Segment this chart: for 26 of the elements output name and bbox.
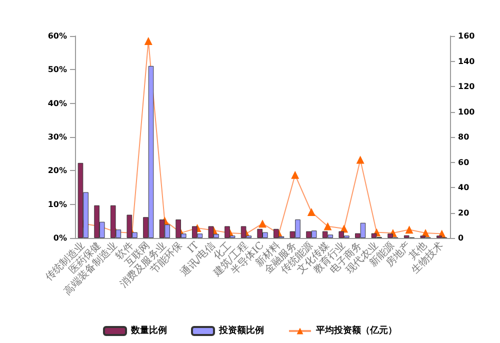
point [324, 222, 332, 230]
y2-tick-label: 20 [458, 208, 470, 218]
point [291, 170, 300, 179]
y2-tick-label: 0 [458, 234, 464, 242]
y-tick-label: 20% [48, 166, 67, 176]
y2-tick-label: 140 [458, 56, 476, 66]
y-tick-label: 60% [48, 32, 67, 40]
y2-tick-label: 40 [458, 183, 470, 192]
point [144, 37, 152, 46]
y2-tick-label: 160 [458, 32, 476, 40]
y-tick-label: 0% [53, 234, 67, 242]
y2-tick-label: 120 [458, 82, 476, 91]
point [258, 220, 266, 228]
legend-label: 数量比例 [130, 325, 167, 336]
point [356, 156, 364, 164]
point [307, 208, 316, 216]
y2-tick-label: 80 [458, 132, 470, 142]
y-tick-label: 50% [48, 65, 67, 74]
y-tick-label: 40% [48, 98, 67, 108]
legend-label: 投资额比例 [218, 325, 264, 336]
y2-tick-label: 100 [458, 107, 476, 116]
point [405, 226, 414, 234]
y-tick-label: 10% [48, 200, 67, 209]
y2-tick-label: 60 [458, 158, 470, 167]
legend-label: 平均投资额（亿元） [315, 325, 397, 336]
y-tick-label: 30% [48, 132, 67, 142]
